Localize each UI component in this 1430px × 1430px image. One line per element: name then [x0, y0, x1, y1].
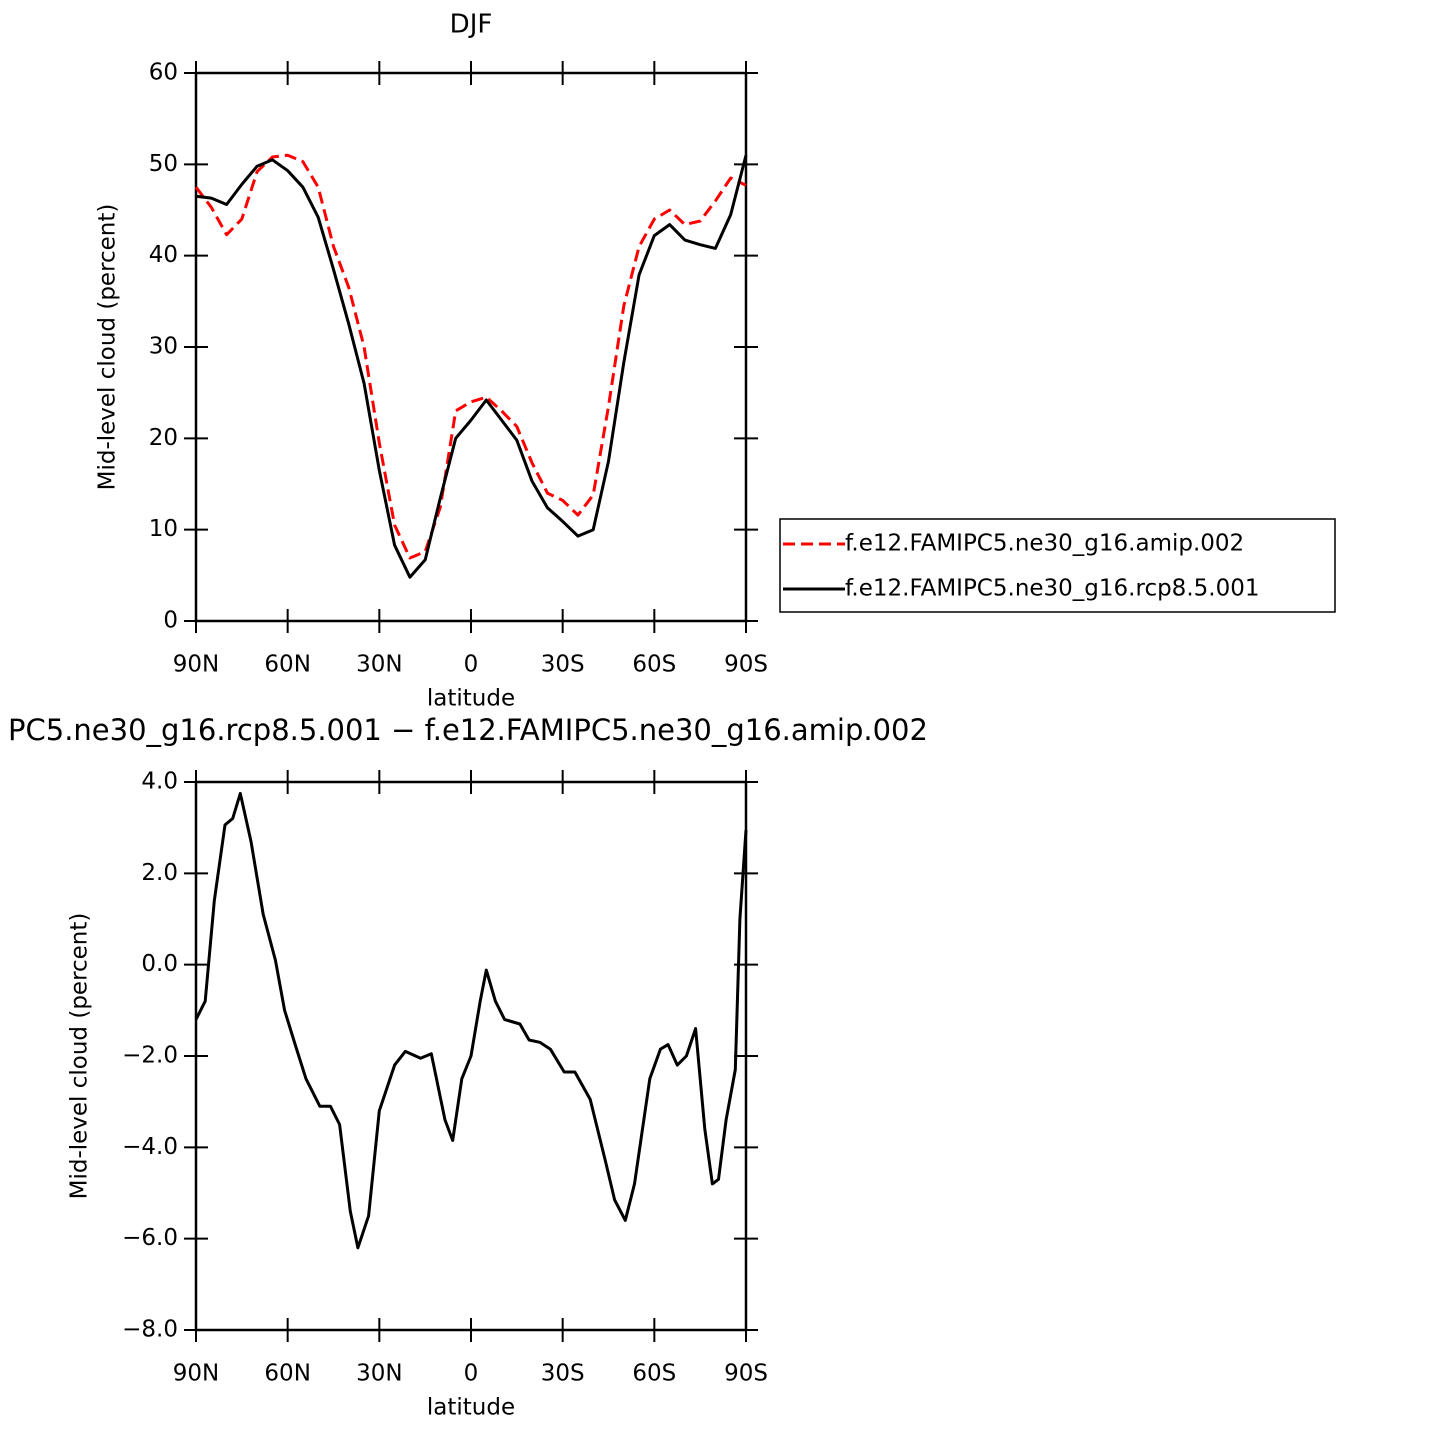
y-tick-label: −4.0 [122, 1134, 178, 1160]
y-tick-label: 0.0 [141, 951, 178, 977]
x-axis-label: latitude [427, 1395, 515, 1421]
y-tick-label: 10 [149, 516, 178, 542]
y-tick-label: 50 [149, 151, 178, 177]
x-tick-label: 60S [632, 652, 676, 678]
chart-title: DJF [450, 10, 493, 40]
y-tick-label: 2.0 [141, 860, 178, 886]
chart-title: PC5.ne30_g16.rcp8.5.001 − f.e12.FAMIPC5.… [8, 713, 928, 747]
data-line [194, 791, 748, 1250]
data-line [195, 154, 748, 579]
y-axis-label: Mid-level cloud (percent) [67, 913, 93, 1200]
x-tick-label: 60N [264, 652, 310, 678]
x-tick-label: 60N [264, 1361, 310, 1387]
y-tick-label: 20 [149, 425, 178, 451]
x-axis-label: latitude [427, 686, 515, 712]
y-tick-label: 40 [149, 242, 178, 268]
x-tick-label: 90N [173, 1361, 219, 1387]
y-tick-label: 30 [149, 334, 178, 360]
x-tick-label: 30N [356, 1361, 402, 1387]
legend-label: f.e12.FAMIPC5.ne30_g16.rcp8.5.001 [845, 576, 1259, 602]
x-tick-label: 0 [464, 1361, 479, 1387]
legend-label: f.e12.FAMIPC5.ne30_g16.amip.002 [845, 531, 1244, 557]
y-tick-label: 0 [163, 608, 178, 634]
y-axis-label: Mid-level cloud (percent) [95, 204, 121, 491]
x-tick-label: 90S [724, 652, 768, 678]
x-tick-label: 0 [464, 652, 479, 678]
x-tick-label: 90N [173, 652, 219, 678]
x-tick-label: 90S [724, 1361, 768, 1387]
x-tick-label: 30S [541, 652, 585, 678]
y-tick-label: 60 [149, 60, 178, 86]
data-line [194, 153, 747, 560]
legend-box [779, 518, 1336, 613]
y-tick-label: −6.0 [122, 1225, 178, 1251]
y-tick-label: −8.0 [122, 1317, 178, 1343]
x-tick-label: 60S [632, 1361, 676, 1387]
y-tick-label: 4.0 [141, 769, 178, 795]
x-tick-label: 30N [356, 652, 402, 678]
x-tick-label: 30S [541, 1361, 585, 1387]
y-tick-label: −2.0 [122, 1043, 178, 1069]
